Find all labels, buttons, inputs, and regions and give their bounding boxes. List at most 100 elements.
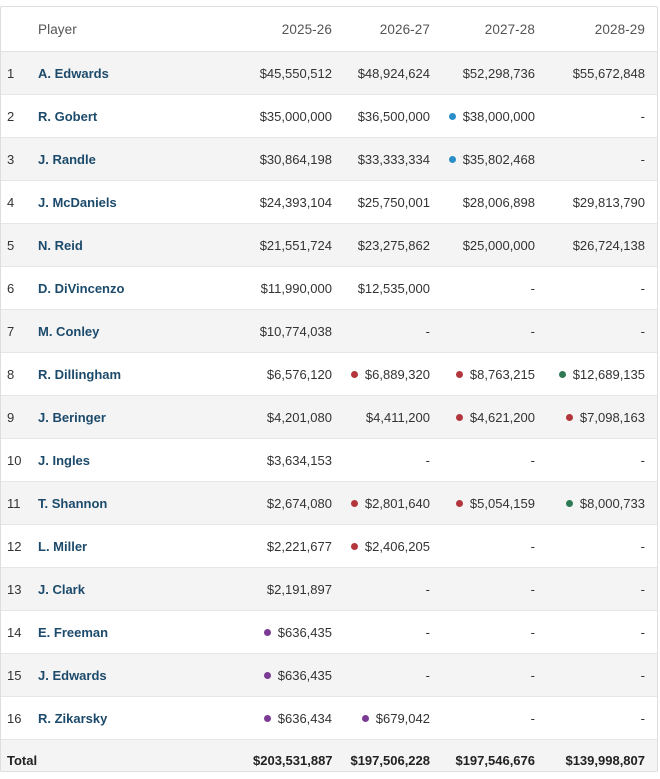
salary-value: - [640,624,645,640]
red-dot-icon [350,542,358,550]
header-rank [1,7,31,52]
player-name-link[interactable]: M. Conley [38,323,100,339]
red-dot-icon [455,499,463,507]
salary-cell: $3,634,153 [253,438,346,482]
table-row: 5 N. Reid $21,551,724 $23,275,862 $25,000,00… [1,223,657,267]
player-name-link[interactable]: A. Edwards [38,65,109,81]
salary-value: - [640,323,645,339]
salary-cell: $636,435 [253,610,346,654]
salary-cell: - [549,266,657,310]
player-name-link[interactable]: D. DiVincenzo [38,280,125,296]
table-row: 4 J. McDaniels $24,393,104 $25,750,001 $28,0… [1,180,657,224]
player-name-link[interactable]: J. McDaniels [38,194,117,210]
salary-value: $2,406,205 [364,538,430,554]
row-rank: 11 [1,481,31,525]
salary-value: $24,393,104 [259,194,332,210]
salary-cell: $25,000,000 [444,223,549,267]
salary-value: - [640,108,645,124]
total-value: $139,998,807 [549,739,657,771]
row-rank: 9 [1,395,31,439]
salary-value: $52,298,736 [462,65,535,81]
salary-cell: $2,801,640 [346,481,444,525]
purple-dot-icon [263,714,271,722]
salary-cell: - [549,653,657,697]
player-cell: M. Conley [31,309,253,353]
salary-cell: $35,802,468 [444,137,549,181]
table-row: 9 J. Beringer $4,201,080 $4,411,200 $4,621,2… [1,395,657,439]
salary-cell: - [444,266,549,310]
row-rank: 15 [1,653,31,697]
table-row: 7 M. Conley $10,774,038 - - - [1,309,657,353]
salary-value: $2,801,640 [364,495,430,511]
salary-value: $6,576,120 [266,366,332,382]
player-cell: J. Clark [31,567,253,611]
table-row: 14 E. Freeman $636,435 - - - [1,610,657,654]
salary-cell: $30,864,198 [253,137,346,181]
player-cell: E. Freeman [31,610,253,654]
salary-cell: $21,551,724 [253,223,346,267]
salary-cell: - [444,567,549,611]
salary-value: $2,674,080 [266,495,332,511]
player-name-link[interactable]: R. Zikarsky [38,710,108,726]
salary-value: - [530,581,535,597]
blue-dot-icon [448,112,456,120]
player-name-link[interactable]: T. Shannon [38,495,108,511]
header-season-2027-28[interactable]: 2027-28 [444,7,549,52]
table-footer: Total $203,531,887 $197,506,228 $197,546… [1,739,657,771]
header-season-2025-26[interactable]: 2025-26 [253,7,346,52]
player-name-link[interactable]: J. Edwards [38,667,107,683]
total-value: $197,546,676 [444,739,549,771]
table-row: 8 R. Dillingham $6,576,120 $6,889,320 $8,763… [1,352,657,396]
player-name-link[interactable]: J. Ingles [38,452,91,468]
salary-cell: - [346,438,444,482]
header-season-2028-29[interactable]: 2028-29 [549,7,657,52]
salary-value: $636,435 [277,667,332,683]
salary-value: $10,774,038 [259,323,332,339]
salary-cell: - [549,309,657,353]
purple-dot-icon [263,671,271,679]
salary-value: - [640,667,645,683]
salary-cell: $35,000,000 [253,94,346,138]
salary-cell: - [444,653,549,697]
salary-value: $4,201,080 [266,409,332,425]
salary-value: $636,434 [277,710,332,726]
player-name-link[interactable]: R. Dillingham [38,366,122,382]
salary-cell: $24,393,104 [253,180,346,224]
salary-cell: $52,298,736 [444,51,549,95]
salary-cell: - [444,696,549,740]
salary-value: $6,889,320 [364,366,430,382]
salary-value: $5,054,159 [469,495,535,511]
salary-value: $8,763,215 [469,366,535,382]
salary-value: $36,500,000 [357,108,430,124]
table-row: 12 L. Miller $2,221,677 $2,406,205 - - [1,524,657,568]
salary-cell: $48,924,624 [346,51,444,95]
player-name-link[interactable]: J. Clark [38,581,85,597]
salary-cell: $38,000,000 [444,94,549,138]
blue-dot-icon [448,155,456,163]
purple-dot-icon [263,628,271,636]
salary-cell: - [549,94,657,138]
salary-cell: $6,889,320 [346,352,444,396]
player-cell: R. Gobert [31,94,253,138]
table-header: Player 2025-26 2026-27 2027-28 2028-29 [1,7,657,52]
salary-value: $35,000,000 [259,108,332,124]
salary-value: $25,000,000 [462,237,535,253]
salary-value: - [530,710,535,726]
header-player[interactable]: Player [31,7,253,52]
salary-cell: $2,221,677 [253,524,346,568]
player-name-link[interactable]: J. Randle [38,151,96,167]
player-name-link[interactable]: L. Miller [38,538,88,554]
header-season-2026-27[interactable]: 2026-27 [346,7,444,52]
player-name-link[interactable]: J. Beringer [38,409,106,425]
salary-value: $38,000,000 [462,108,535,124]
salary-value: $2,221,677 [266,538,332,554]
player-cell: J. Randle [31,137,253,181]
player-name-link[interactable]: E. Freeman [38,624,109,640]
salary-value: $12,689,135 [572,366,645,382]
player-name-link[interactable]: R. Gobert [38,108,98,124]
salary-cell: - [444,524,549,568]
salary-table-container: Player 2025-26 2026-27 2027-28 2028-29 1… [0,6,658,772]
salary-value: $11,990,000 [260,280,332,296]
salary-value: $12,535,000 [357,280,430,296]
player-name-link[interactable]: N. Reid [38,237,83,253]
